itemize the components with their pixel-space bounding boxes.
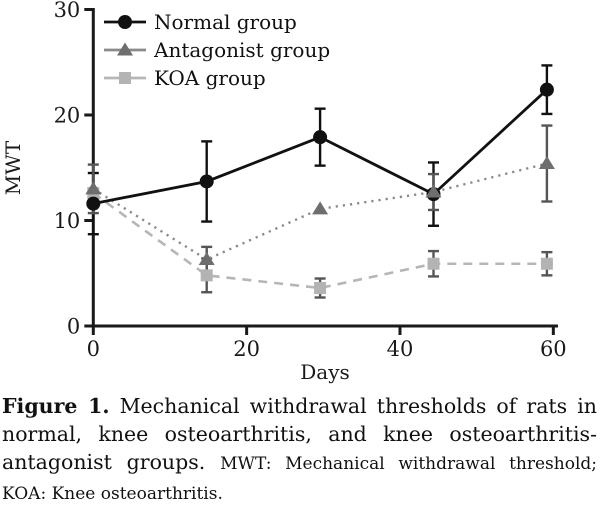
x-tick-label: 40 (387, 337, 414, 361)
caption-label: Figure 1. (2, 394, 110, 418)
data-point-triangle (312, 201, 329, 215)
data-point-triangle (117, 42, 133, 56)
legend-label-koa-group: KOA group (154, 66, 266, 90)
y-tick-label: 10 (54, 209, 81, 233)
figure-caption: Figure 1. Mechanical withdrawal threshol… (2, 392, 597, 508)
mwt-line-chart: 0 10 20 30 0 20 40 60 Days MWT Normal group Antagon… (1, 0, 567, 384)
data-point-triangle (198, 252, 215, 266)
y-tick-label: 30 (54, 0, 81, 22)
data-point-circle (86, 196, 101, 211)
data-point-circle (118, 15, 132, 29)
data-point-circle (313, 130, 328, 145)
y-tick-label: 0 (67, 315, 80, 339)
legend-label-antagonist-group: Antagonist group (153, 38, 330, 62)
legend: Normal group Antagonist group KOA group (104, 10, 330, 90)
x-tick-label: 20 (233, 337, 260, 361)
x-axis-title: Days (300, 360, 350, 384)
data-point-triangle (538, 156, 555, 170)
data-point-triangle (425, 184, 442, 198)
data-point-square (200, 269, 213, 282)
caption-text: Mechanical withdrawal thresholds of rats… (2, 394, 597, 474)
caption-note: MWT: Mechanical withdrawal threshold; KO… (2, 454, 597, 504)
legend-label-normal-group: Normal group (154, 10, 297, 34)
data-point-square (427, 257, 440, 270)
data-point-square (119, 72, 131, 84)
x-tick-label: 0 (87, 337, 100, 361)
data-point-circle (539, 82, 554, 97)
series-line-koa-group (92, 192, 547, 290)
data-point-triangle (85, 181, 102, 195)
x-tick-label: 60 (540, 337, 567, 361)
y-axis-title: MWT (1, 140, 25, 195)
data-point-circle (199, 174, 214, 189)
y-tick-label: 20 (54, 104, 81, 128)
series-line-antagonist-group (92, 162, 548, 261)
data-point-square (540, 257, 553, 270)
data-point-square (314, 282, 327, 295)
